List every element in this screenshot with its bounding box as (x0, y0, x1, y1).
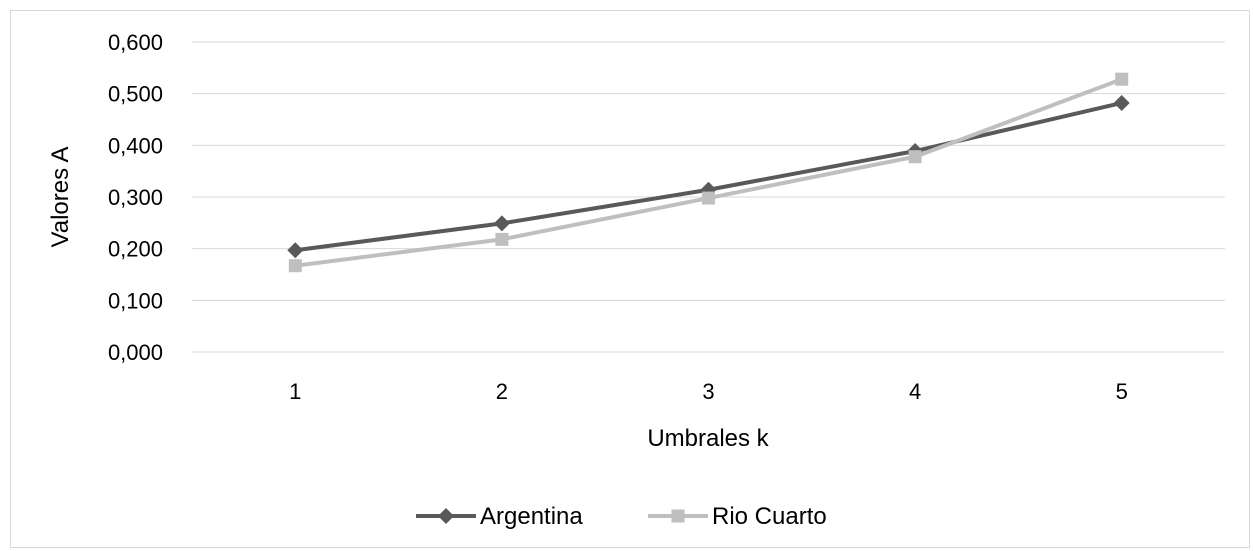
series-markers (287, 72, 1130, 273)
legend-item-argentina: Argentina (416, 503, 583, 530)
y-tick-label: 0,000 (108, 340, 163, 365)
data-point-rio-cuarto (288, 259, 302, 273)
data-point-rio-cuarto (1115, 72, 1129, 86)
legend-swatch-marker (671, 509, 685, 523)
legend: Argentina Rio Cuarto (416, 503, 827, 530)
legend-item-rio-cuarto: Rio Cuarto (648, 503, 827, 530)
x-tick-label: 3 (702, 379, 714, 404)
data-point-argentina (287, 242, 304, 259)
data-point-rio-cuarto (495, 232, 509, 246)
x-tick-label: 1 (289, 379, 301, 404)
x-axis-tick-labels: 1 2 3 4 5 (289, 379, 1128, 404)
legend-label: Rio Cuarto (712, 503, 827, 530)
y-tick-label: 0,400 (108, 133, 163, 158)
x-axis-label: Umbrales k (647, 425, 769, 452)
legend-label: Argentina (480, 503, 583, 530)
data-point-argentina (493, 215, 510, 232)
y-tick-label: 0,200 (108, 237, 163, 262)
x-tick-label: 2 (496, 379, 508, 404)
y-axis-tick-labels: 0,000 0,100 0,200 0,300 0,400 0,500 0,600 (108, 30, 163, 365)
y-tick-label: 0,600 (108, 30, 163, 55)
gridlines (192, 41, 1225, 353)
data-point-argentina (1113, 94, 1130, 111)
data-point-rio-cuarto (702, 191, 715, 205)
y-tick-label: 0,100 (108, 288, 163, 313)
series-lines (295, 77, 1123, 268)
x-tick-label: 5 (1116, 379, 1128, 404)
x-tick-label: 4 (909, 379, 921, 404)
y-tick-label: 0,300 (108, 185, 163, 210)
data-point-rio-cuarto (908, 150, 922, 164)
legend-swatch-marker (438, 508, 454, 524)
y-tick-label: 0,500 (108, 82, 163, 107)
series-line-rio-cuarto (295, 77, 1123, 268)
chart-frame (10, 10, 1250, 548)
y-axis-label: Valores A (47, 147, 74, 248)
